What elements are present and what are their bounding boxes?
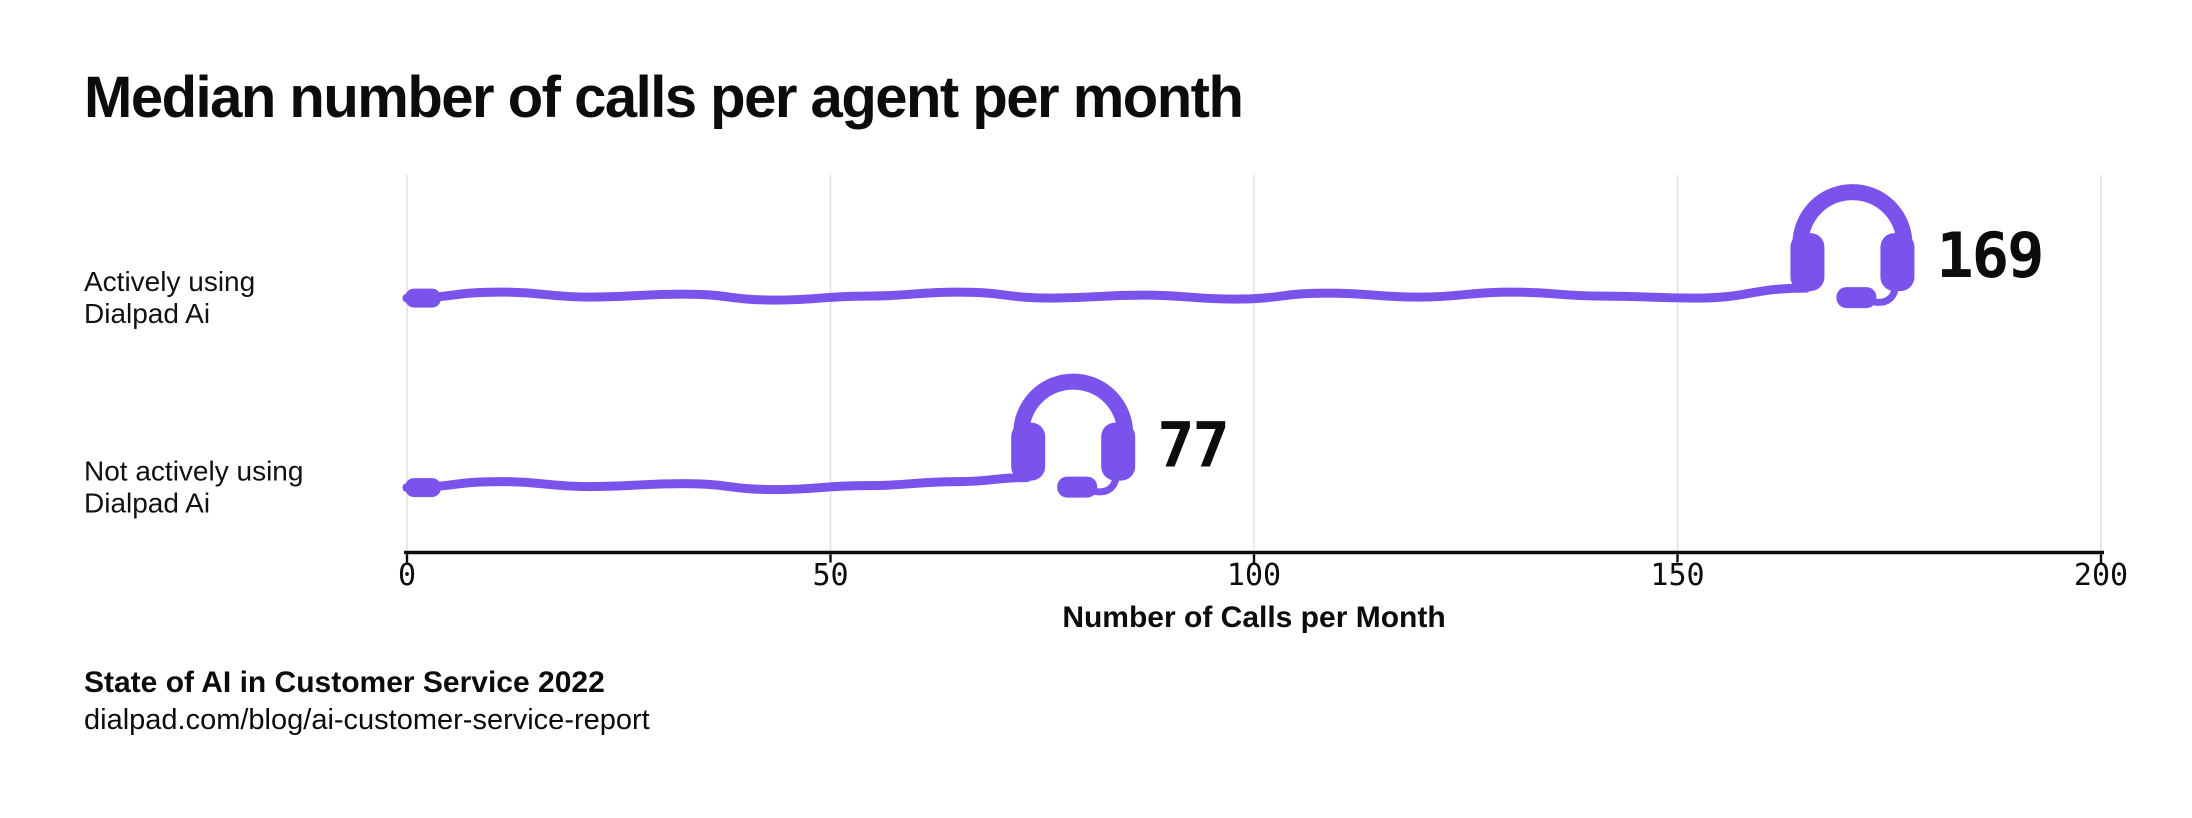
headset-mic-icon <box>1836 287 1877 309</box>
headset-mic-arm-icon <box>1091 470 1120 496</box>
headset-right-earcup-icon <box>1101 422 1136 481</box>
x-tick-label: 0 <box>398 558 416 593</box>
row-label-line: Dialpad Ai <box>84 298 210 329</box>
headset-left-earcup-icon <box>1790 233 1825 292</box>
x-tick-label: 100 <box>1227 558 1281 593</box>
row-label-line: Dialpad Ai <box>84 488 210 519</box>
x-tick-label: 150 <box>1650 558 1704 593</box>
value-line <box>402 283 1811 305</box>
line-start-marker <box>405 478 441 498</box>
headset-mic-arm-icon <box>1870 280 1899 306</box>
row-label: Actively using Dialpad Ai <box>84 266 255 329</box>
row-label: Not actively using Dialpad Ai <box>84 456 303 519</box>
headset-band-icon <box>1792 184 1913 245</box>
chart-title: Median number of calls per agent per mon… <box>84 65 1244 130</box>
row-label-line: Actively using <box>84 266 255 297</box>
headset-right-earcup-icon <box>1880 233 1915 292</box>
value-label: 169 <box>1936 219 2042 292</box>
headset-icon <box>1011 373 1136 498</box>
x-axis-title: Number of Calls per Month <box>1062 601 1446 634</box>
headset-band-icon <box>1013 373 1134 434</box>
headset-left-earcup-icon <box>1011 422 1046 481</box>
headset-mic-icon <box>1057 476 1098 498</box>
value-label: 77 <box>1157 409 1228 482</box>
line-start-marker <box>405 288 441 308</box>
source-url: dialpad.com/blog/ai-customer-service-rep… <box>84 704 650 736</box>
row-label-line: Not actively using <box>84 456 303 487</box>
source-title: State of AI in Customer Service 2022 <box>84 666 605 699</box>
x-tick-label: 200 <box>2074 558 2128 593</box>
value-line <box>402 473 1032 495</box>
headset-icon <box>1790 184 1915 309</box>
x-tick-label: 50 <box>812 558 848 593</box>
